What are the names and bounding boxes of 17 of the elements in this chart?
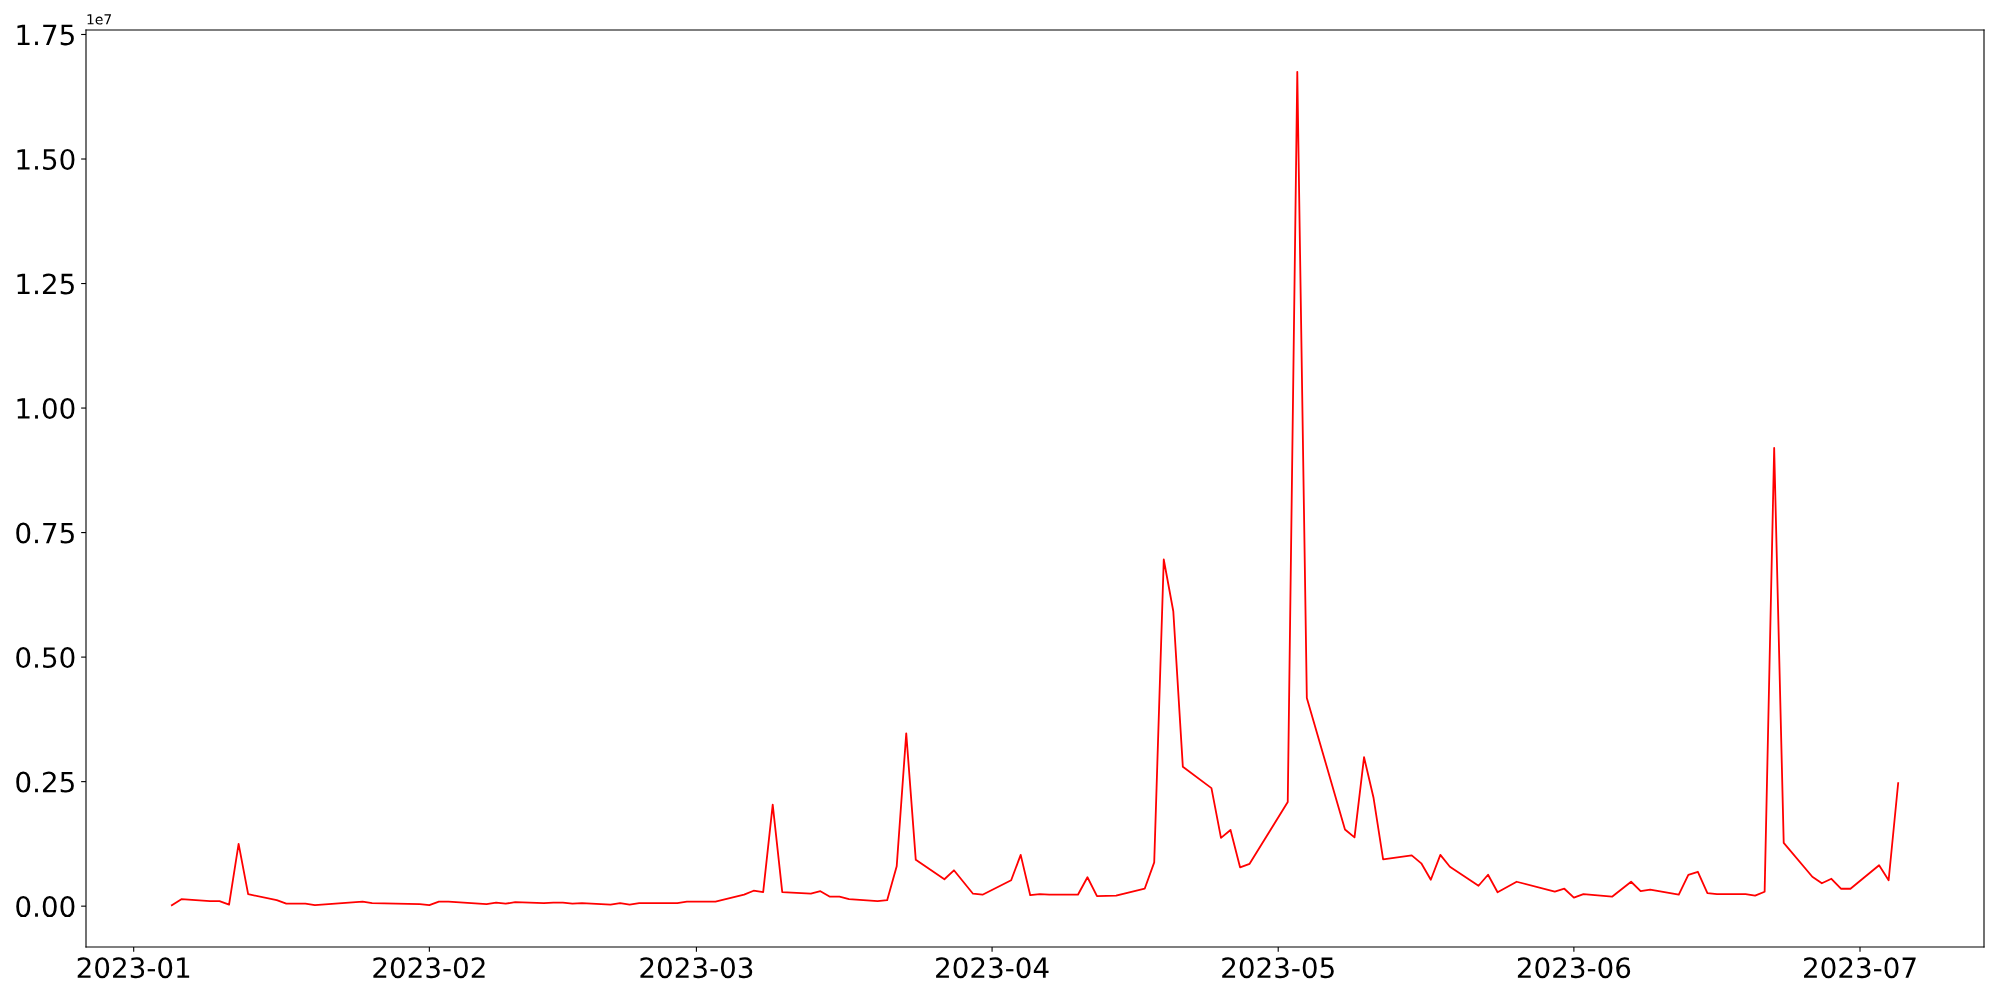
y-tick-label: 0.25: [16, 771, 74, 793]
x-tick-label: 2023-05: [1222, 957, 1334, 979]
x-tick-label: 2023-02: [373, 957, 485, 979]
x-tick-label: 2023-03: [640, 957, 753, 979]
x-tick-label: 2023-07: [1804, 957, 1916, 979]
x-tick-label: 2023-06: [1517, 957, 1631, 979]
y-tick-label: 0.50: [16, 647, 75, 669]
y-tick-label: 0.75: [16, 522, 74, 544]
y-tick-label: 0.00: [16, 896, 75, 918]
x-tick-label: 2023-04: [936, 957, 1049, 979]
text: 1e7: [87, 14, 112, 25]
y-tick-label: 1.25: [17, 273, 74, 295]
line-series: [170, 70, 1900, 907]
x-tick-label: 2023-01: [77, 957, 190, 979]
y-tick-label: 1.00: [17, 397, 75, 420]
y-tick-label: 1.50: [17, 148, 75, 170]
y-tick-label: 1.75: [17, 24, 74, 46]
